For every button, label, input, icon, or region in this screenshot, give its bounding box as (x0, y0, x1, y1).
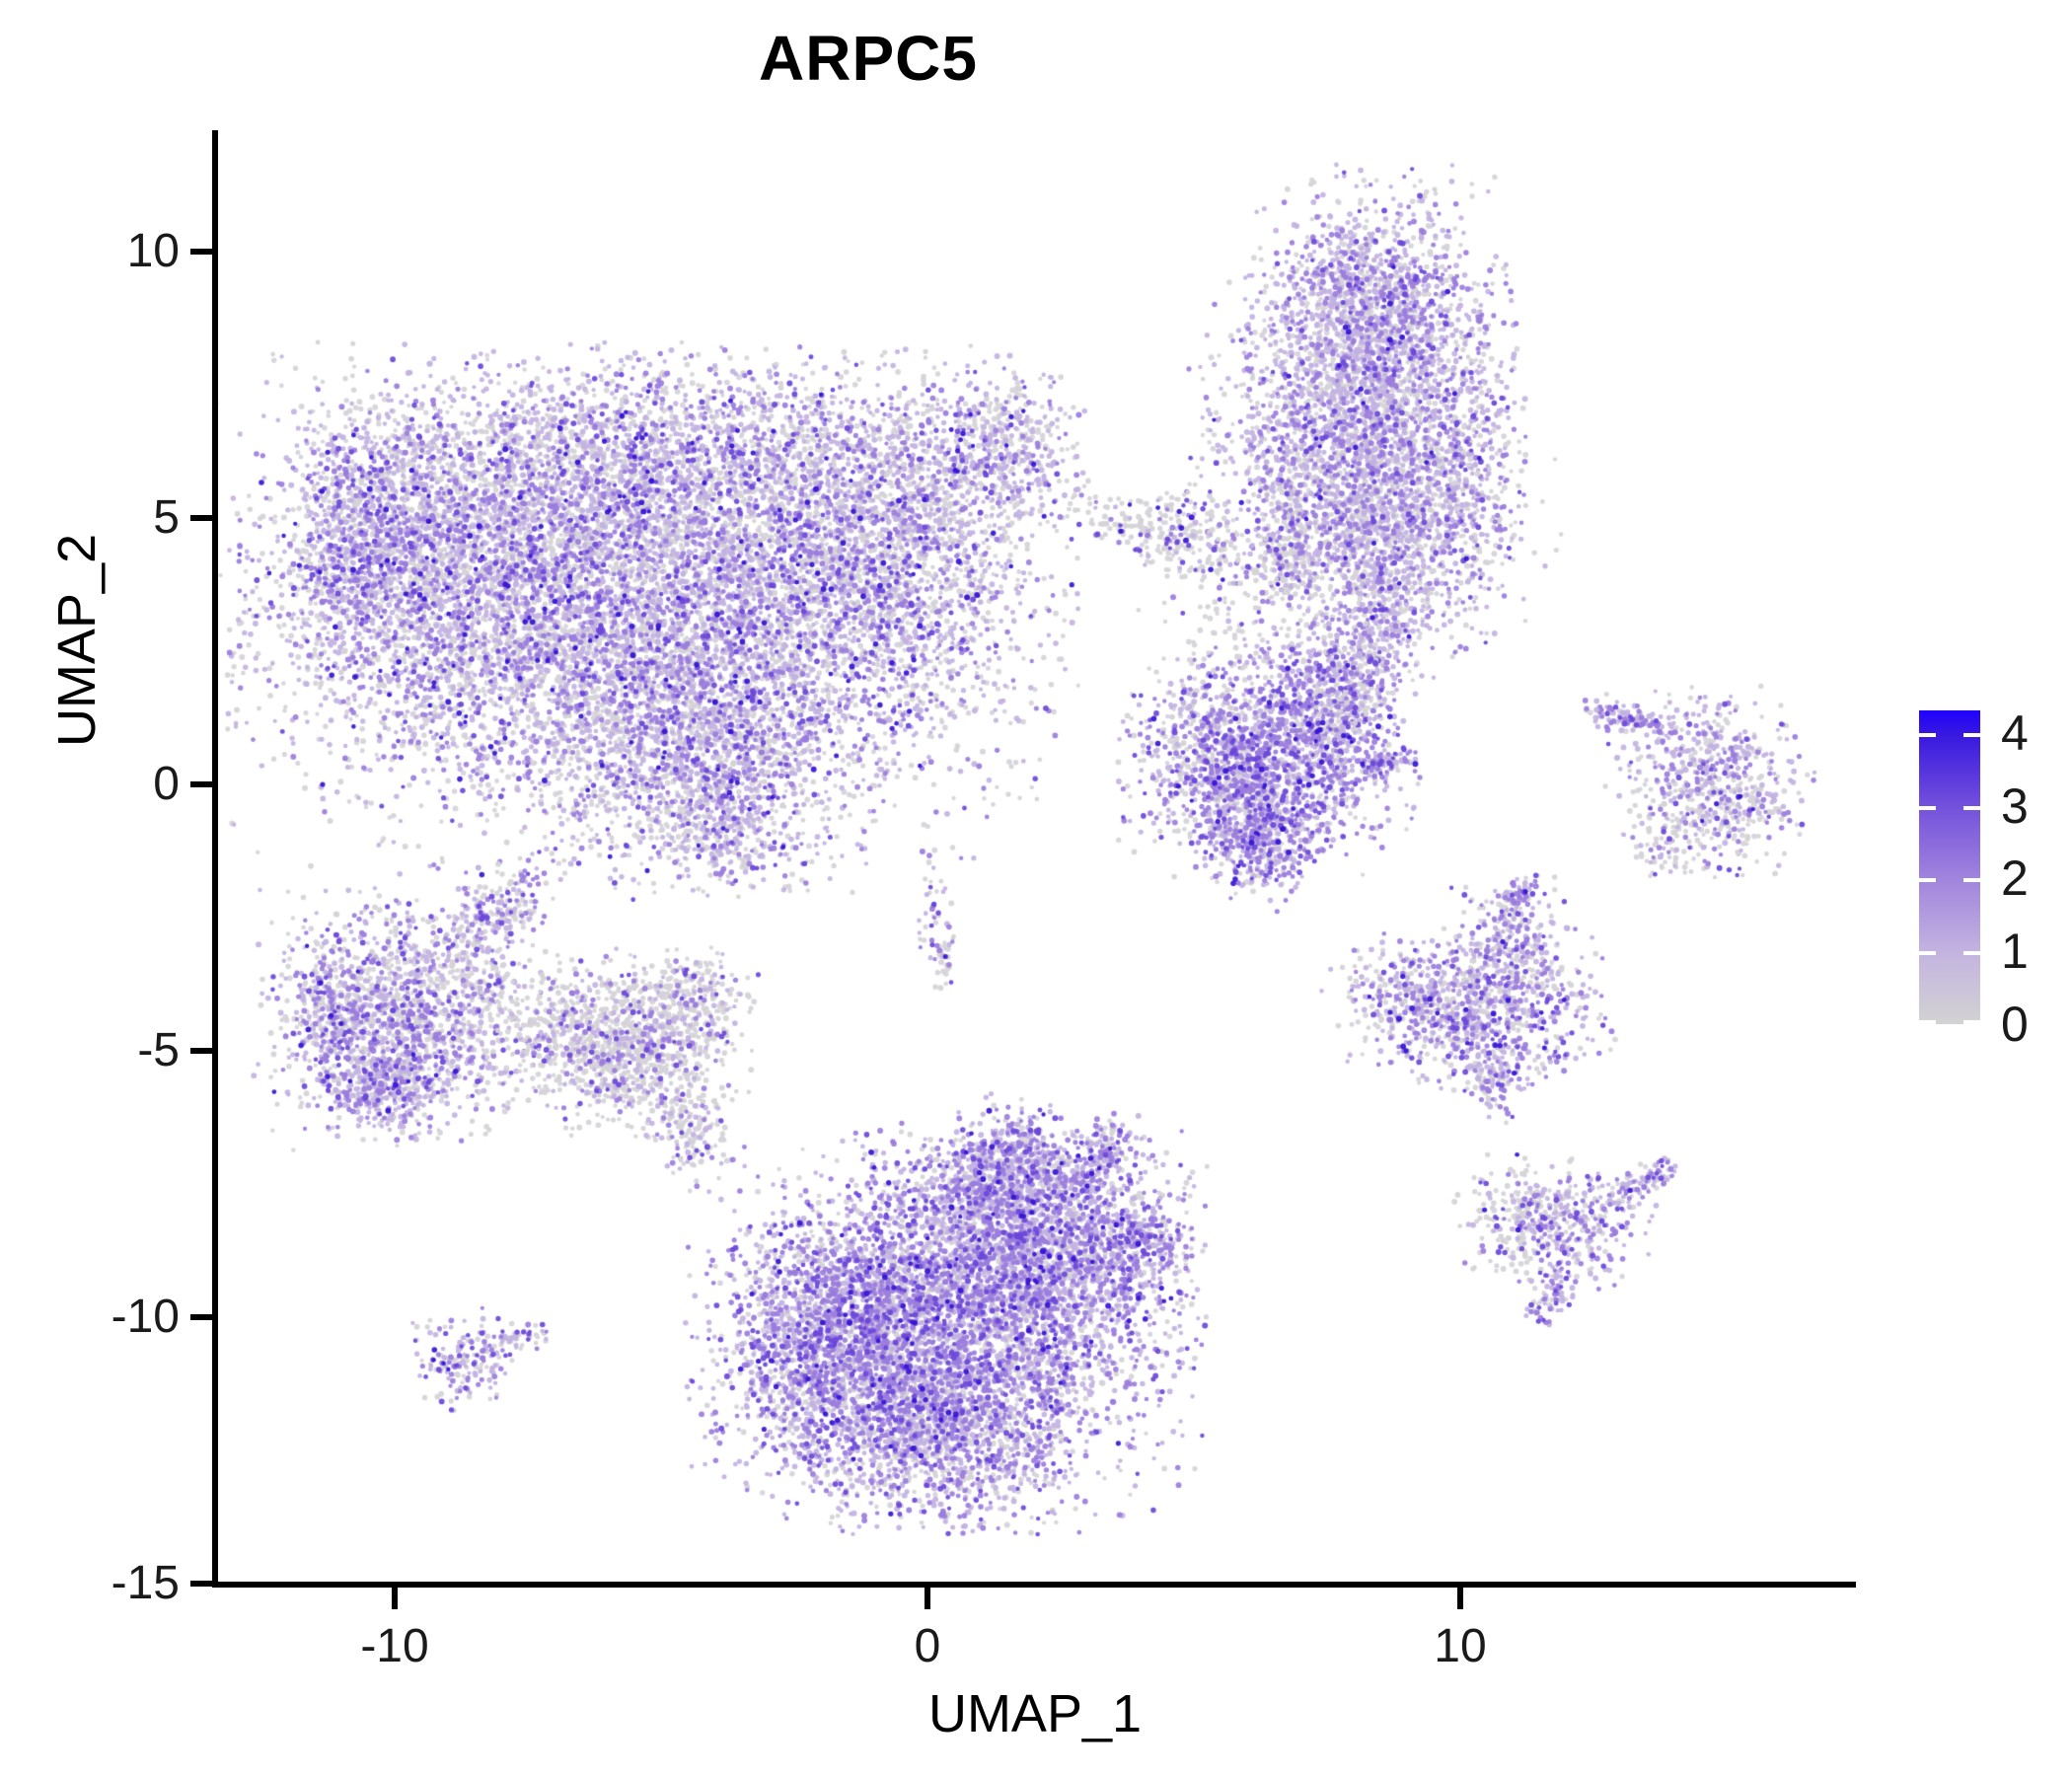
legend-tick-label: 1 (2001, 924, 2029, 980)
y-tick-mark (190, 515, 212, 521)
x-axis-line (212, 1582, 1856, 1588)
y-tick-mark (190, 1581, 212, 1587)
x-tick-mark (392, 1588, 398, 1609)
legend-tick-mark (1963, 805, 1980, 810)
y-tick-label: 0 (153, 758, 180, 810)
y-axis-title: UMAP_2 (47, 533, 107, 748)
y-tick-mark (190, 1314, 212, 1320)
x-tick-mark (1457, 1588, 1463, 1609)
legend-colorbar (1919, 710, 1980, 1024)
legend-tick-mark (1963, 951, 1980, 956)
y-tick-mark (190, 781, 212, 787)
y-tick-mark (190, 249, 212, 255)
x-axis-title: UMAP_1 (927, 1684, 1143, 1743)
legend-tick-mark (1963, 732, 1980, 737)
legend-tick-label: 3 (2001, 777, 2029, 834)
y-tick-label: 5 (153, 491, 180, 544)
x-tick-label: 10 (1434, 1620, 1487, 1672)
y-tick-label: -10 (111, 1291, 180, 1343)
legend-tick-mark (1919, 1020, 1936, 1024)
legend-tick-label: 0 (2001, 997, 2029, 1052)
legend-tick-mark (1963, 1020, 1980, 1024)
y-tick-label: 10 (126, 225, 180, 277)
plot-title: ARPC5 (759, 23, 978, 94)
legend-tick-mark (1963, 878, 1980, 883)
x-tick-label: -10 (360, 1620, 429, 1672)
y-tick-label: -15 (111, 1557, 180, 1609)
x-tick-label: 0 (914, 1620, 941, 1672)
y-tick-mark (190, 1048, 212, 1054)
x-tick-mark (925, 1588, 930, 1609)
legend-tick-mark (1919, 951, 1936, 956)
legend-tick-mark (1919, 805, 1936, 810)
legend-tick-mark (1919, 732, 1936, 737)
legend-tick-label: 4 (2001, 704, 2029, 761)
legend-tick-label: 2 (2001, 851, 2029, 907)
legend-tick-mark (1919, 878, 1936, 883)
y-axis-line (212, 130, 218, 1588)
y-tick-label: -5 (137, 1024, 180, 1076)
